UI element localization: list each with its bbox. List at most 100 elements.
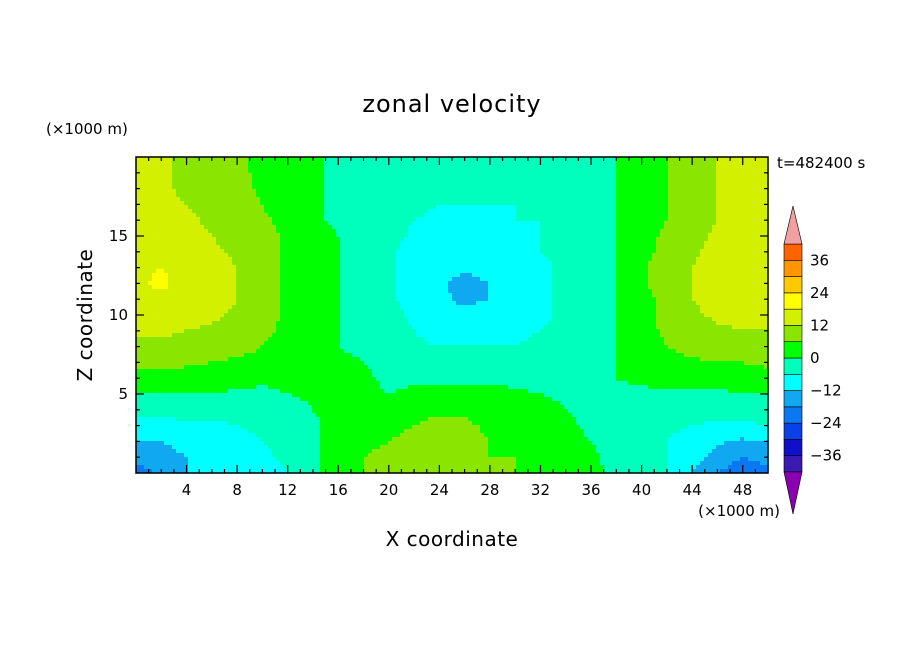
- contour-cell: [248, 161, 325, 166]
- contour-cell: [316, 413, 573, 418]
- contour-cell: [616, 213, 669, 218]
- contour-cell: [404, 429, 481, 434]
- contour-cell: [280, 237, 341, 242]
- contour-cell: [596, 449, 669, 454]
- contour-cell: [396, 257, 549, 262]
- contour-cell: [136, 453, 185, 458]
- contour-cell: [716, 213, 769, 218]
- contour-cell: [280, 461, 321, 466]
- contour-cell: [248, 429, 321, 434]
- contour-cell: [548, 257, 617, 262]
- contour-cell: [260, 201, 325, 206]
- contour-cell: [716, 445, 769, 450]
- contour-cell: [516, 209, 617, 214]
- contour-cell: [716, 221, 769, 226]
- contour-cell: [400, 433, 485, 438]
- contour-cell: [192, 209, 265, 214]
- contour-cell: [604, 465, 669, 470]
- contour-cell: [332, 225, 409, 230]
- contour-cell: [136, 405, 313, 410]
- contour-cell: [176, 417, 321, 422]
- contour-cell: [268, 445, 321, 450]
- contour-cell: [704, 241, 769, 246]
- contour-cell: [188, 205, 265, 210]
- contour-cell: [252, 173, 325, 178]
- contour-cell: [216, 237, 281, 242]
- contour-cell: [616, 373, 769, 378]
- contour-cell: [252, 185, 325, 190]
- contour-cell: [232, 257, 281, 262]
- colorbar-band: [783, 422, 803, 440]
- contour-cell: [484, 433, 585, 438]
- contour-cell: [616, 325, 657, 330]
- contour-cell: [716, 201, 769, 206]
- contour-cell: [648, 265, 693, 270]
- contour-cell: [236, 285, 281, 290]
- contour-cell: [540, 233, 617, 238]
- contour-cell: [264, 341, 341, 346]
- contour-cell: [520, 341, 617, 346]
- contour-cell: [716, 177, 769, 182]
- contour-cell: [552, 317, 617, 322]
- contour-cell: [280, 249, 341, 254]
- contour-cell: [616, 337, 665, 342]
- contour-cell: [172, 157, 249, 162]
- contour-cell: [616, 241, 657, 246]
- z-unit-label: (×1000 m): [46, 120, 128, 138]
- contour-cell: [168, 281, 237, 286]
- contour-cell: [396, 297, 453, 302]
- contour-cell: [136, 269, 157, 274]
- contour-cell: [396, 253, 545, 258]
- contour-cell: [336, 229, 409, 234]
- contour-cell: [616, 161, 669, 166]
- contour-cell: [692, 273, 769, 278]
- contour-cell: [136, 313, 225, 318]
- contour-cell: [472, 421, 577, 426]
- contour-cell: [280, 285, 341, 290]
- contour-cell: [136, 209, 193, 214]
- contour-field: [136, 157, 769, 474]
- contour-cell: [324, 165, 617, 170]
- contour-cell: [248, 165, 325, 170]
- contour-cell: [364, 457, 517, 462]
- contour-cell: [228, 253, 281, 258]
- contour-cell: [400, 245, 541, 250]
- contour-cell: [668, 449, 713, 454]
- colorbar-band: [783, 357, 803, 375]
- contour-cell: [616, 249, 657, 254]
- contour-cell: [448, 289, 489, 294]
- contour-cell: [448, 281, 489, 286]
- contour-cell: [656, 325, 733, 330]
- contour-cell: [136, 249, 225, 254]
- contour-cell: [540, 229, 617, 234]
- contour-cell: [136, 185, 173, 190]
- contour-cell: [340, 297, 397, 302]
- contour-cell: [708, 453, 769, 458]
- contour-cell: [256, 385, 269, 390]
- contour-cell: [740, 457, 749, 462]
- contour-cell: [616, 289, 653, 294]
- contour-cell: [692, 285, 769, 290]
- contour-cell: [732, 461, 761, 466]
- contour-cell: [248, 169, 325, 174]
- contour-cell: [280, 261, 341, 266]
- contour-cell: [660, 233, 709, 238]
- contour-cell: [136, 397, 301, 402]
- contour-cell: [552, 285, 617, 290]
- contour-cell: [280, 265, 341, 270]
- contour-cell: [692, 269, 769, 274]
- contour-cell: [188, 461, 281, 466]
- contour-cell: [236, 269, 281, 274]
- contour-cell: [136, 457, 189, 462]
- contour-cell: [364, 461, 517, 466]
- contour-cell: [144, 465, 189, 470]
- contour-cell: [552, 397, 769, 402]
- contour-cell: [668, 181, 717, 186]
- contour-cell: [172, 169, 249, 174]
- contour-cell: [280, 245, 341, 250]
- contour-cell: [412, 425, 481, 430]
- contour-cell: [248, 157, 325, 162]
- contour-cell: [616, 377, 769, 382]
- contour-cell: [648, 273, 693, 278]
- contour-cell: [136, 393, 293, 398]
